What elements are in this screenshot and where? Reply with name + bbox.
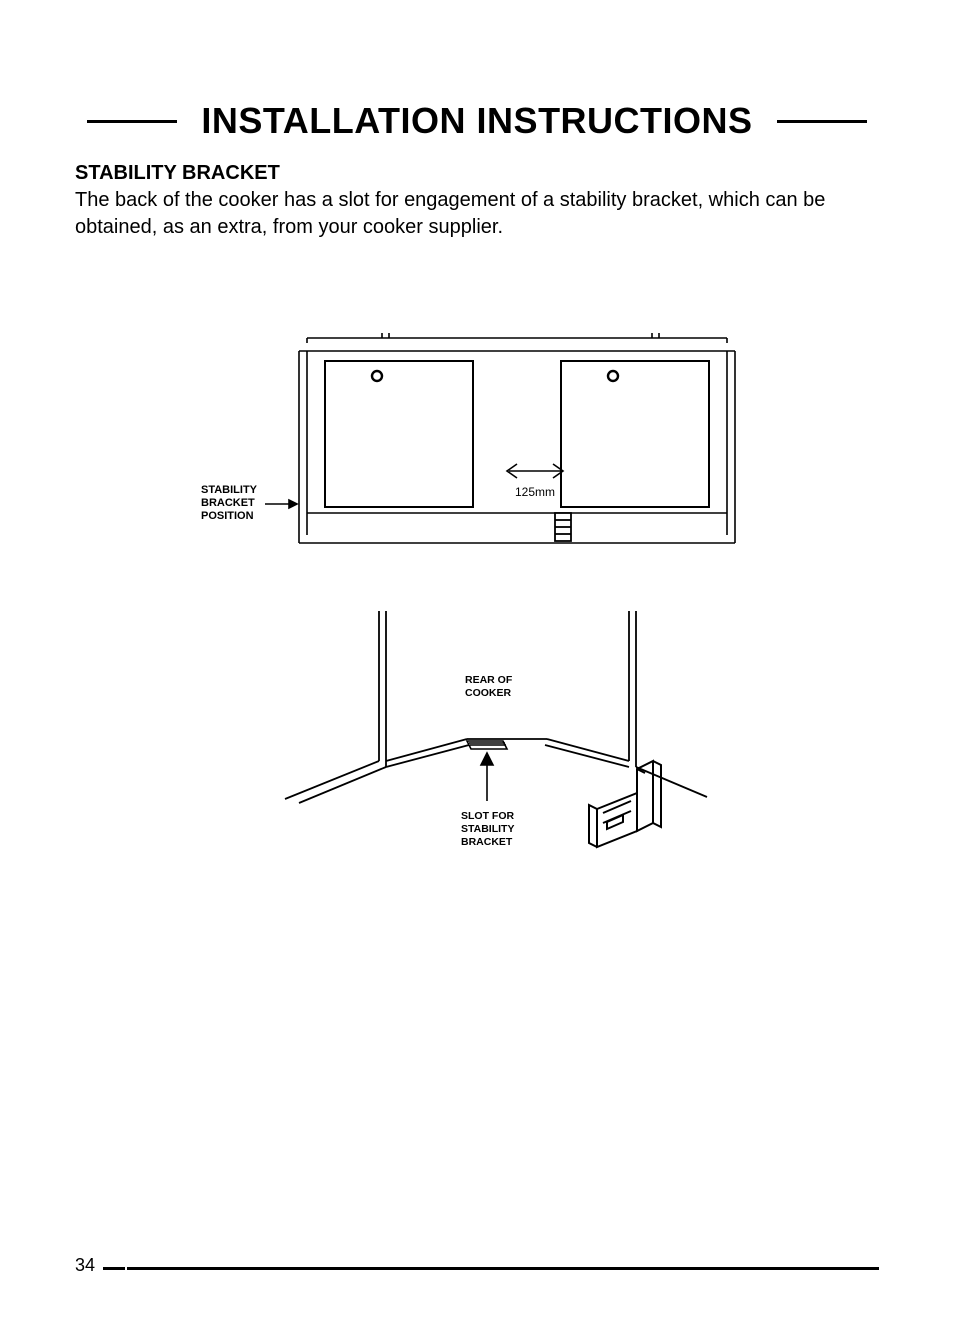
title-row: INSTALLATION INSTRUCTIONS: [75, 100, 879, 142]
stability-position-label-l1: STABILITY: [201, 484, 258, 496]
dimension-label: 125mm: [515, 485, 555, 499]
stability-position-label-l2: BRACKET: [201, 497, 255, 509]
page-number: 34: [75, 1255, 95, 1276]
page-container: INSTALLATION INSTRUCTIONS STABILITY BRAC…: [0, 0, 954, 1336]
rear-of-cooker-l1: REAR OF: [465, 674, 513, 686]
stability-bracket-diagram: 125mm STABILITY BRACKET POSITION: [167, 321, 787, 901]
slot-label-l3: BRACKET: [461, 836, 513, 848]
slot-label-l1: SLOT FOR: [461, 810, 514, 822]
section-body: The back of the cooker has a slot for en…: [75, 187, 879, 241]
section: STABILITY BRACKET The back of the cooker…: [75, 162, 879, 241]
rear-of-cooker-l2: COOKER: [465, 687, 512, 699]
section-heading: STABILITY BRACKET: [75, 162, 879, 185]
footer-rule-long: [127, 1267, 879, 1270]
title-rule-left: [87, 120, 177, 123]
page-title: INSTALLATION INSTRUCTIONS: [201, 100, 752, 142]
diagram-wrapper: 125mm STABILITY BRACKET POSITION: [75, 321, 879, 901]
page-footer: 34: [75, 1255, 879, 1276]
slot-label-l2: STABILITY: [461, 823, 514, 835]
footer-rule-short: [103, 1267, 125, 1270]
stability-position-label-l3: POSITION: [201, 510, 254, 522]
title-rule-right: [777, 120, 867, 123]
